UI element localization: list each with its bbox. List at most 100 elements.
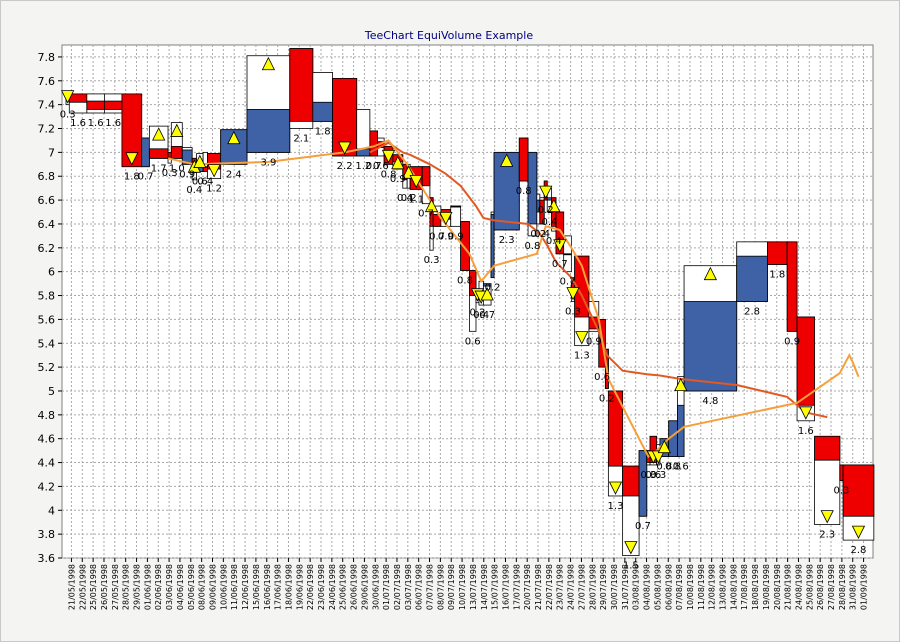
x-tick-label: 29/06/1998 <box>360 564 369 610</box>
volume-label: 0.4 <box>473 310 489 321</box>
volume-label: 0.8 <box>516 186 532 197</box>
candle-body <box>181 149 193 165</box>
x-tick-label: 19/08/1998 <box>762 564 771 610</box>
fast-moving-average-line <box>167 139 860 459</box>
x-tick-label: 17/06/1998 <box>274 564 283 610</box>
x-tick-label: 29/07/1998 <box>599 564 608 610</box>
volume-label: 0.8 <box>381 169 397 180</box>
volume-label: 2.1 <box>293 134 309 145</box>
y-tick-label: 5.4 <box>38 337 56 350</box>
volume-label: 4.8 <box>702 396 718 407</box>
volume-label: 0.4 <box>397 193 413 204</box>
x-axis: 21/05/1998 22/05/1998 25/05/1998 26/05/1998… <box>67 558 869 610</box>
candle-body <box>786 241 798 332</box>
volume-label: 1.3 <box>574 351 590 362</box>
chart-title: TeeChart EquiVolume Example <box>364 29 533 42</box>
volume-label: 0.2 <box>485 283 501 294</box>
volume-label: 0.7 <box>479 310 495 321</box>
y-tick-label: 4.2 <box>38 480 56 493</box>
candle-body <box>839 464 844 481</box>
y-tick-label: 6 <box>48 266 55 279</box>
volume-label: 0.2 <box>530 229 546 240</box>
volume-label: 0.3 <box>650 470 666 481</box>
candle-body <box>638 450 648 517</box>
volume-label: 0.4 <box>541 217 557 228</box>
volume-label: 1.3 <box>608 501 624 512</box>
x-tick-label: 30/06/1998 <box>371 564 380 610</box>
x-tick-label: 09/07/1998 <box>447 564 456 610</box>
volume-label: 0.6 <box>465 336 481 347</box>
x-tick-label: 03/06/1998 <box>165 564 174 610</box>
volume-label: 1.6 <box>798 426 814 437</box>
x-tick-label: 24/06/1998 <box>328 564 337 610</box>
x-tick-label: 15/06/1998 <box>252 564 261 610</box>
candle-body <box>490 214 495 279</box>
candle-body <box>736 255 768 302</box>
x-tick-label: 08/06/1998 <box>198 564 207 610</box>
volume-label: 1.6 <box>70 118 86 129</box>
x-tick-label: 01/09/1998 <box>860 564 869 610</box>
up-arrow-marker <box>674 377 688 392</box>
candle-body <box>289 48 314 122</box>
y-tick-label: 5.8 <box>38 290 56 303</box>
y-tick-label: 5.2 <box>38 361 56 374</box>
volume-label: 0.7 <box>552 259 568 270</box>
volume-label: 1.8 <box>124 172 140 183</box>
candle-body <box>814 435 841 461</box>
volume-label: 0.2 <box>401 193 417 204</box>
volume-label: 0.6 <box>594 372 610 383</box>
x-tick-label: 13/08/1998 <box>719 564 728 610</box>
volume-label: 0.6 <box>192 176 208 187</box>
down-arrow-marker <box>651 450 665 464</box>
y-tick-label: 4.4 <box>38 457 56 470</box>
candle-body <box>683 301 738 392</box>
volume-label: 1.2 <box>206 184 222 195</box>
down-arrow-marker <box>575 331 589 345</box>
volume-label: 1.6 <box>88 118 104 129</box>
x-tick-label: 30/07/1998 <box>610 564 619 610</box>
down-arrow-marker <box>381 149 396 164</box>
grid <box>62 45 873 559</box>
x-tick-label: 21/08/1998 <box>784 564 793 610</box>
x-tick-label: 26/05/1998 <box>100 564 109 610</box>
candle-body <box>121 93 143 168</box>
volume-label: 0.9 <box>390 174 406 185</box>
x-tick-label: 21/05/1998 <box>67 564 76 610</box>
x-tick-label: 23/06/1998 <box>317 564 326 610</box>
candle-body <box>460 221 470 271</box>
y-tick-label: 6.6 <box>38 194 56 207</box>
candle-body <box>312 101 333 122</box>
volume-label: 0.3 <box>424 255 440 266</box>
y-tick-label: 3.8 <box>38 528 56 541</box>
x-tick-label: 06/08/1998 <box>664 564 673 610</box>
x-tick-label: 21/07/1998 <box>534 564 543 610</box>
x-tick-label: 26/06/1998 <box>350 564 359 610</box>
volume-label: 0.7 <box>418 209 434 220</box>
up-arrow-marker <box>547 198 561 213</box>
x-tick-label: 04/08/1998 <box>643 564 652 610</box>
volume-label: 0.3 <box>640 470 656 481</box>
y-tick-label: 7.2 <box>38 123 56 136</box>
volume-label: 2.8 <box>744 307 760 318</box>
volume-label: 2.2 <box>337 161 353 172</box>
x-tick-label: 27/07/1998 <box>577 564 586 610</box>
volume-label: 0.2 <box>599 394 615 405</box>
x-tick-label: 29/05/1998 <box>133 564 142 610</box>
down-arrow-marker <box>125 152 139 166</box>
up-arrow-marker <box>480 287 494 301</box>
candle-body <box>246 109 291 153</box>
volume-label: 0.4 <box>197 176 213 187</box>
down-arrow-marker <box>60 90 75 104</box>
y-tick-label: 3.6 <box>38 552 56 565</box>
volume-label: 0.7 <box>560 277 576 288</box>
x-tick-label: 25/06/1998 <box>339 564 348 610</box>
x-tick-label: 05/08/1998 <box>653 564 662 610</box>
x-tick-label: 16/06/1998 <box>263 564 272 610</box>
x-tick-label: 15/07/1998 <box>491 564 500 610</box>
x-tick-label: 14/08/1998 <box>729 564 738 610</box>
volume-label: 0.4 <box>186 185 202 196</box>
y-tick-label: 7.8 <box>38 51 56 64</box>
x-tick-label: 10/08/1998 <box>686 564 695 610</box>
